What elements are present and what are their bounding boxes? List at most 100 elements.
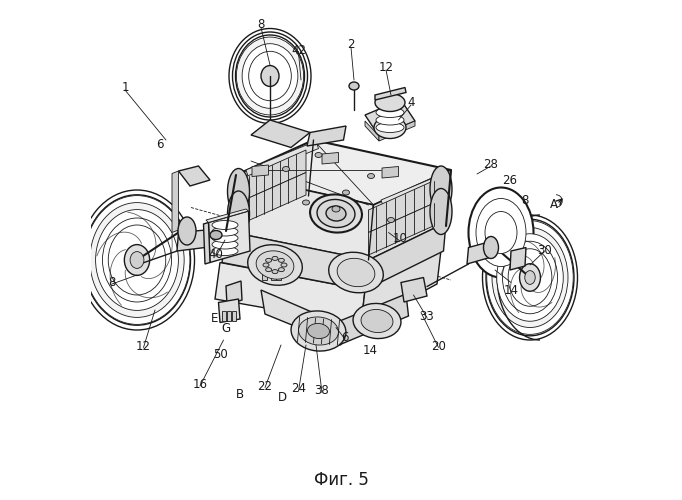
Ellipse shape <box>317 200 355 228</box>
Text: 33: 33 <box>419 310 434 322</box>
Polygon shape <box>375 88 406 100</box>
Ellipse shape <box>374 116 406 138</box>
Ellipse shape <box>376 115 404 125</box>
Polygon shape <box>177 230 206 251</box>
Ellipse shape <box>361 310 393 332</box>
Ellipse shape <box>256 251 294 279</box>
Text: A: A <box>550 198 557 211</box>
Polygon shape <box>206 209 248 222</box>
Text: 20: 20 <box>431 340 446 352</box>
Polygon shape <box>401 278 427 302</box>
Text: 50: 50 <box>213 348 227 362</box>
Ellipse shape <box>228 168 250 214</box>
Ellipse shape <box>490 224 571 332</box>
Ellipse shape <box>376 122 404 132</box>
Bar <box>222 311 226 321</box>
Ellipse shape <box>376 108 404 118</box>
Ellipse shape <box>212 240 238 249</box>
Polygon shape <box>368 170 451 260</box>
Text: 4: 4 <box>407 96 415 109</box>
Ellipse shape <box>212 220 238 230</box>
Ellipse shape <box>228 191 250 237</box>
Ellipse shape <box>496 234 563 322</box>
Polygon shape <box>361 250 441 325</box>
Ellipse shape <box>476 198 526 266</box>
Ellipse shape <box>212 227 238 236</box>
Polygon shape <box>239 150 306 203</box>
Bar <box>232 311 236 321</box>
Bar <box>262 262 267 280</box>
Ellipse shape <box>265 268 271 272</box>
Ellipse shape <box>265 258 271 262</box>
Ellipse shape <box>278 258 284 262</box>
Polygon shape <box>226 281 242 305</box>
Polygon shape <box>209 211 250 262</box>
Text: 30: 30 <box>537 244 552 256</box>
Ellipse shape <box>242 44 298 108</box>
Bar <box>271 262 276 280</box>
Ellipse shape <box>102 218 171 302</box>
Ellipse shape <box>272 256 278 260</box>
Polygon shape <box>239 172 306 225</box>
Text: 8: 8 <box>521 194 529 206</box>
Text: 14: 14 <box>363 344 378 358</box>
Ellipse shape <box>212 246 238 256</box>
Ellipse shape <box>90 202 184 318</box>
Ellipse shape <box>282 166 289 172</box>
Ellipse shape <box>508 248 552 306</box>
Ellipse shape <box>212 234 238 242</box>
Text: 12: 12 <box>379 61 394 74</box>
Polygon shape <box>226 175 374 260</box>
Text: 10: 10 <box>393 232 407 245</box>
Ellipse shape <box>233 32 308 120</box>
Polygon shape <box>236 140 451 205</box>
Ellipse shape <box>368 174 374 178</box>
Ellipse shape <box>485 212 517 254</box>
Ellipse shape <box>87 200 186 320</box>
Text: 16: 16 <box>192 378 207 390</box>
Text: 14: 14 <box>503 284 518 296</box>
Ellipse shape <box>83 195 190 325</box>
Ellipse shape <box>281 263 287 267</box>
Ellipse shape <box>261 66 279 86</box>
Ellipse shape <box>210 230 222 239</box>
Ellipse shape <box>349 82 359 90</box>
Ellipse shape <box>486 219 574 336</box>
Ellipse shape <box>308 324 329 338</box>
Ellipse shape <box>229 28 311 124</box>
Text: 2: 2 <box>347 38 355 52</box>
Ellipse shape <box>108 225 166 295</box>
Polygon shape <box>510 248 526 270</box>
Text: D: D <box>278 391 286 404</box>
Polygon shape <box>218 299 240 322</box>
Polygon shape <box>381 172 449 208</box>
Bar <box>227 311 231 321</box>
Polygon shape <box>368 200 441 255</box>
Ellipse shape <box>326 206 346 221</box>
Polygon shape <box>368 178 441 233</box>
Text: G: G <box>222 322 231 336</box>
Text: 24: 24 <box>291 382 306 396</box>
Ellipse shape <box>95 210 179 310</box>
Text: 22: 22 <box>258 380 273 392</box>
Ellipse shape <box>469 188 533 278</box>
Text: 8: 8 <box>108 276 116 289</box>
Ellipse shape <box>84 196 190 324</box>
Polygon shape <box>379 121 415 141</box>
Ellipse shape <box>342 190 349 195</box>
Ellipse shape <box>291 311 346 351</box>
Polygon shape <box>251 120 310 148</box>
Ellipse shape <box>520 264 540 291</box>
Ellipse shape <box>248 244 302 286</box>
Polygon shape <box>467 240 496 264</box>
Ellipse shape <box>484 236 499 258</box>
Ellipse shape <box>130 252 144 268</box>
Polygon shape <box>179 166 210 186</box>
Text: E: E <box>211 312 219 326</box>
Ellipse shape <box>303 200 310 205</box>
Ellipse shape <box>387 218 394 222</box>
Ellipse shape <box>299 317 338 345</box>
Ellipse shape <box>329 252 383 293</box>
Polygon shape <box>222 231 368 290</box>
Ellipse shape <box>430 188 452 234</box>
